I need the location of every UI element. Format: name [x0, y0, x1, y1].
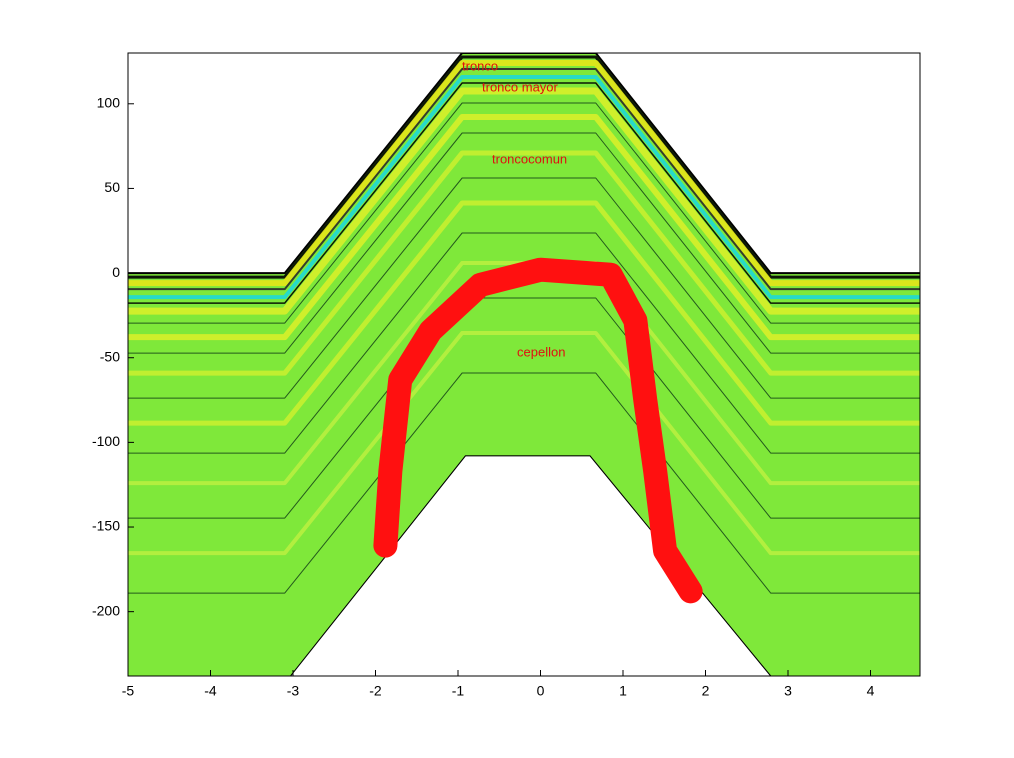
y-tick-label: -100	[92, 433, 120, 449]
y-tick-label: -50	[100, 348, 120, 364]
contour-band	[128, 177, 920, 399]
contour-band	[128, 331, 920, 556]
contour-band	[128, 150, 920, 376]
annotation: tronco mayor	[482, 79, 559, 94]
contour-band	[128, 232, 920, 454]
contour-band	[128, 75, 920, 300]
plot-area	[128, 53, 920, 676]
y-tick-label: -150	[92, 518, 120, 534]
contour-band	[128, 55, 920, 279]
x-tick-label: 2	[702, 683, 710, 699]
mask	[128, 455, 920, 676]
y-tick-label: -200	[92, 602, 120, 618]
annotation: cepellon	[517, 344, 565, 359]
x-tick-label: 4	[867, 683, 875, 699]
x-tick-label: -1	[452, 683, 465, 699]
y-tick-label: 0	[112, 264, 120, 280]
x-tick-label: 3	[784, 683, 792, 699]
contour-band	[128, 68, 920, 291]
surface-edge	[128, 53, 920, 275]
annotation: tronco	[462, 58, 498, 73]
x-tick-label: 0	[537, 683, 545, 699]
contour-band	[128, 114, 920, 341]
x-tick-label: -2	[369, 683, 382, 699]
contour-band	[128, 60, 920, 287]
x-tick-label: -4	[204, 683, 217, 699]
x-tick-label: -5	[122, 683, 135, 699]
contour-band	[128, 200, 920, 426]
contour-region	[128, 53, 920, 676]
x-tick-label: 1	[619, 683, 627, 699]
x-tick-label: -3	[287, 683, 300, 699]
contour-band	[128, 132, 920, 354]
contour-band	[128, 82, 920, 304]
drawn-curve	[373, 257, 703, 604]
contour-band	[128, 372, 920, 594]
y-tick-label: 50	[104, 179, 120, 195]
axes-box	[127, 52, 921, 677]
contour-band	[128, 87, 920, 315]
y-tick-label: 100	[97, 94, 121, 110]
contour-band	[128, 102, 920, 324]
contour-band	[128, 297, 920, 519]
annotation: troncocomun	[492, 151, 567, 166]
